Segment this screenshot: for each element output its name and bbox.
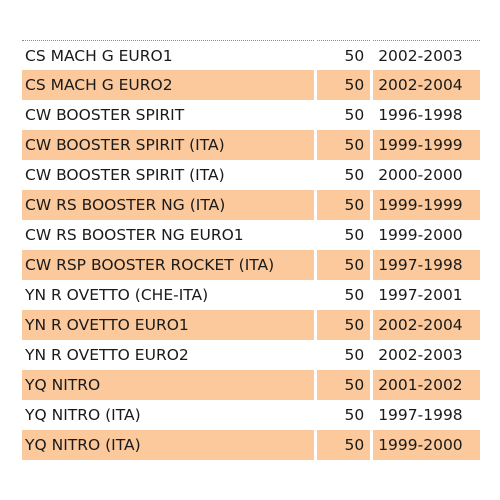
quantity-cell: 50 bbox=[344, 286, 365, 304]
years-cell: 1999-2000 bbox=[378, 226, 463, 244]
quantity-cell: 50 bbox=[316, 250, 371, 280]
table-row: CS MACH G EURO2 50 2002-2004 bbox=[22, 70, 480, 100]
model-cell: YQ NITRO (ITA) bbox=[25, 406, 141, 424]
model-cell: YN R OVETTO EURO2 bbox=[25, 346, 189, 364]
model-cell: CW BOOSTER SPIRIT bbox=[25, 106, 185, 124]
table-row: CW RS BOOSTER NG EURO1 50 1999-2000 bbox=[22, 220, 480, 250]
quantity-cell: 50 bbox=[344, 166, 365, 184]
table-row: YQ NITRO (ITA) 50 1999-2000 bbox=[22, 430, 480, 460]
model-cell: CS MACH G EURO2 bbox=[22, 70, 314, 100]
years-cell: 2002-2003 bbox=[373, 40, 480, 70]
model-cell: CW RS BOOSTER NG EURO1 bbox=[25, 226, 244, 244]
years-cell: 2000-2000 bbox=[378, 166, 463, 184]
table-row: YN R OVETTO EURO2 50 2002-2003 bbox=[22, 340, 480, 370]
quantity-cell: 50 bbox=[344, 346, 365, 364]
compatibility-table-container: CS MACH G EURO1 50 2002-2003 CS MACH G EURO… bbox=[22, 40, 480, 460]
table-row: YN R OVETTO (CHE-ITA) 50 1997-2001 bbox=[22, 280, 480, 310]
years-cell: 2001-2002 bbox=[373, 370, 480, 400]
quantity-cell: 50 bbox=[316, 40, 371, 70]
quantity-cell: 50 bbox=[344, 226, 365, 244]
years-cell: 2002-2003 bbox=[378, 346, 463, 364]
model-cell: YQ NITRO bbox=[22, 370, 314, 400]
table-row: CW RSP BOOSTER ROCKET (ITA) 50 1997-1998 bbox=[22, 250, 480, 280]
years-cell: 1997-1998 bbox=[378, 406, 463, 424]
years-cell: 1996-1998 bbox=[378, 106, 463, 124]
model-cell: CS MACH G EURO1 bbox=[22, 40, 314, 70]
model-cell: YN R OVETTO (CHE-ITA) bbox=[25, 286, 209, 304]
table-body: CS MACH G EURO1 50 2002-2003 CS MACH G EURO… bbox=[22, 40, 480, 460]
model-cell: CW BOOSTER SPIRIT (ITA) bbox=[25, 166, 225, 184]
quantity-cell: 50 bbox=[316, 70, 371, 100]
years-cell: 1997-1998 bbox=[373, 250, 480, 280]
quantity-cell: 50 bbox=[316, 430, 371, 460]
quantity-cell: 50 bbox=[344, 106, 365, 124]
table-row: CW RS BOOSTER NG (ITA) 50 1999-1999 bbox=[22, 190, 480, 220]
years-cell: 1999-1999 bbox=[373, 190, 480, 220]
quantity-cell: 50 bbox=[316, 310, 371, 340]
years-cell: 1999-2000 bbox=[373, 430, 480, 460]
years-cell: 2002-2004 bbox=[373, 310, 480, 340]
model-cell: CW RSP BOOSTER ROCKET (ITA) bbox=[22, 250, 314, 280]
quantity-cell: 50 bbox=[344, 406, 365, 424]
table-row: CS MACH G EURO1 50 2002-2003 bbox=[22, 40, 480, 70]
table-row: CW BOOSTER SPIRIT 50 1996-1998 bbox=[22, 100, 480, 130]
table-row: YQ NITRO 50 2001-2002 bbox=[22, 370, 480, 400]
model-cell: YN R OVETTO EURO1 bbox=[22, 310, 314, 340]
quantity-cell: 50 bbox=[316, 370, 371, 400]
years-cell: 2002-2004 bbox=[373, 70, 480, 100]
table-row: YQ NITRO (ITA) 50 1997-1998 bbox=[22, 400, 480, 430]
model-cell: CW BOOSTER SPIRIT (ITA) bbox=[22, 130, 314, 160]
model-cell: CW RS BOOSTER NG (ITA) bbox=[22, 190, 314, 220]
years-cell: 1999-1999 bbox=[373, 130, 480, 160]
quantity-cell: 50 bbox=[316, 130, 371, 160]
table-row: CW BOOSTER SPIRIT (ITA) 50 1999-1999 bbox=[22, 130, 480, 160]
table-row: CW BOOSTER SPIRIT (ITA) 50 2000-2000 bbox=[22, 160, 480, 190]
compatibility-table: CS MACH G EURO1 50 2002-2003 CS MACH G EURO… bbox=[19, 40, 483, 460]
years-cell: 1997-2001 bbox=[378, 286, 463, 304]
quantity-cell: 50 bbox=[316, 190, 371, 220]
table-row: YN R OVETTO EURO1 50 2002-2004 bbox=[22, 310, 480, 340]
model-cell: YQ NITRO (ITA) bbox=[22, 430, 314, 460]
